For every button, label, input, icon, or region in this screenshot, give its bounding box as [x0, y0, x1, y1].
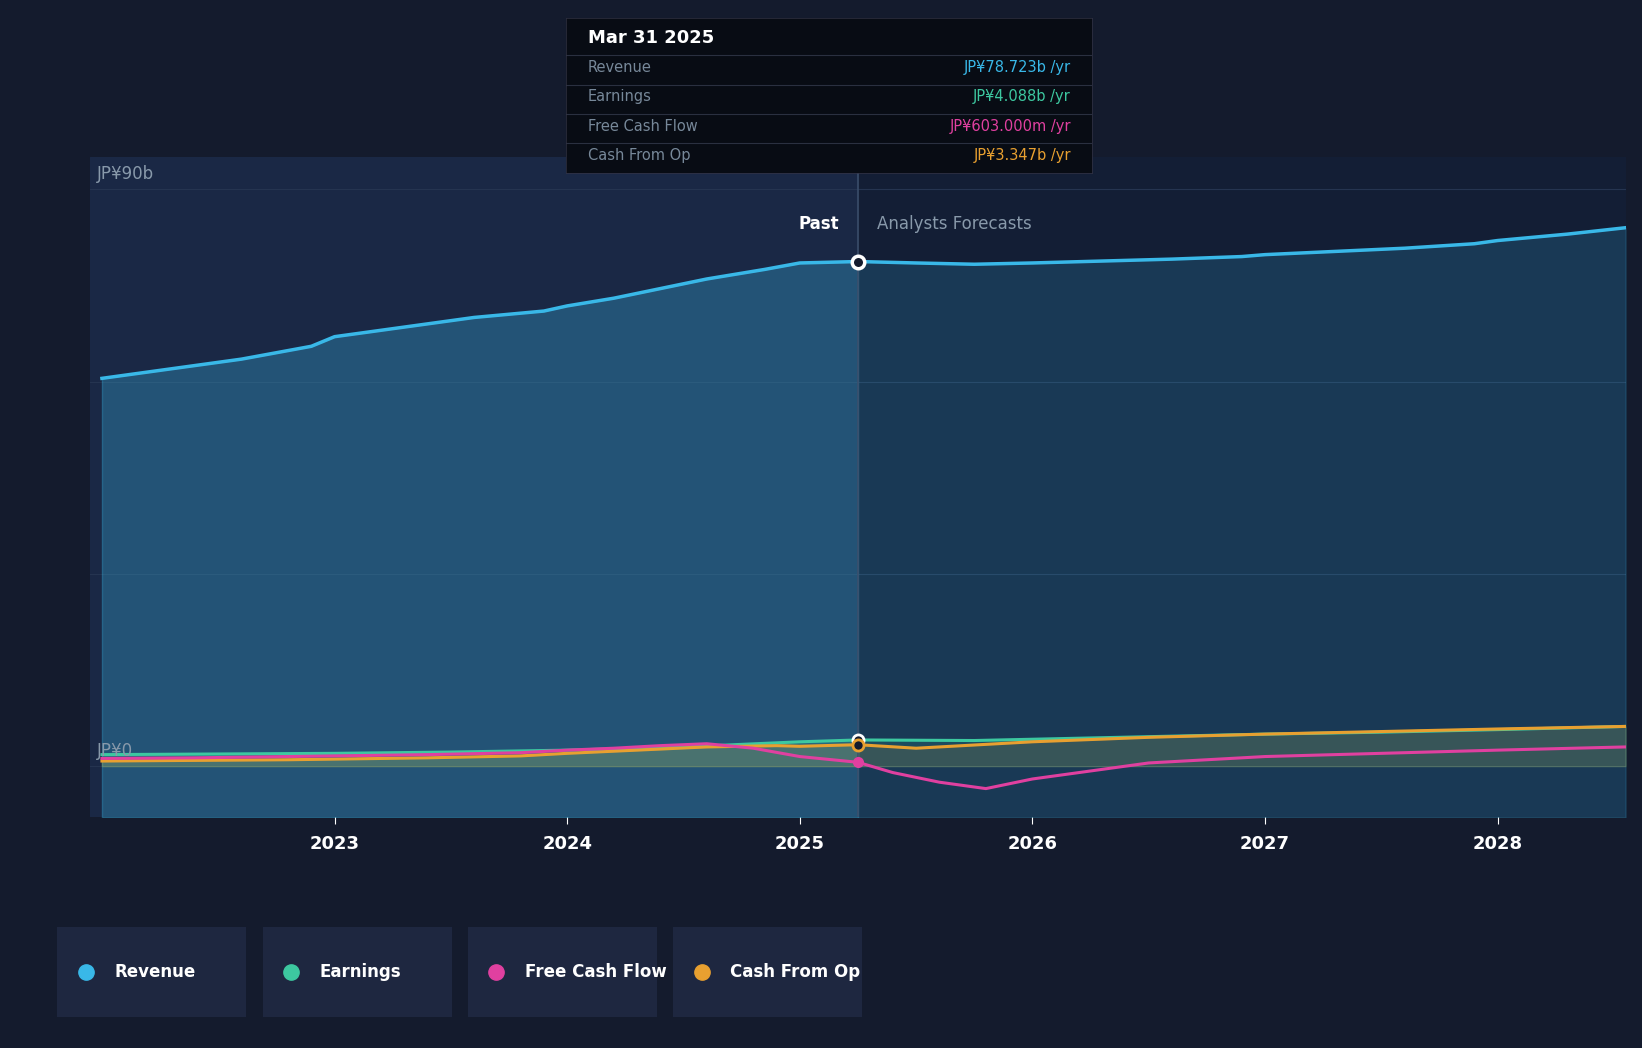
Text: Free Cash Flow: Free Cash Flow — [525, 963, 667, 981]
Text: JP¥78.723b /yr: JP¥78.723b /yr — [964, 60, 1071, 74]
Bar — [90, 157, 857, 817]
Text: Cash From Op: Cash From Op — [731, 963, 860, 981]
Text: JP¥90b: JP¥90b — [97, 165, 154, 182]
Bar — [859, 157, 1626, 817]
Text: Earnings: Earnings — [588, 89, 652, 104]
Text: Mar 31 2025: Mar 31 2025 — [588, 28, 714, 47]
Text: JP¥3.347b /yr: JP¥3.347b /yr — [974, 148, 1071, 163]
Text: Free Cash Flow: Free Cash Flow — [588, 118, 698, 134]
Text: JP¥4.088b /yr: JP¥4.088b /yr — [974, 89, 1071, 104]
Text: Past: Past — [798, 215, 839, 233]
Text: Revenue: Revenue — [588, 60, 652, 74]
Text: JP¥603.000m /yr: JP¥603.000m /yr — [949, 118, 1071, 134]
Text: Revenue: Revenue — [115, 963, 195, 981]
Text: JP¥0: JP¥0 — [97, 742, 133, 760]
Text: Cash From Op: Cash From Op — [588, 148, 690, 163]
Text: Earnings: Earnings — [319, 963, 401, 981]
Text: Analysts Forecasts: Analysts Forecasts — [877, 215, 1031, 233]
